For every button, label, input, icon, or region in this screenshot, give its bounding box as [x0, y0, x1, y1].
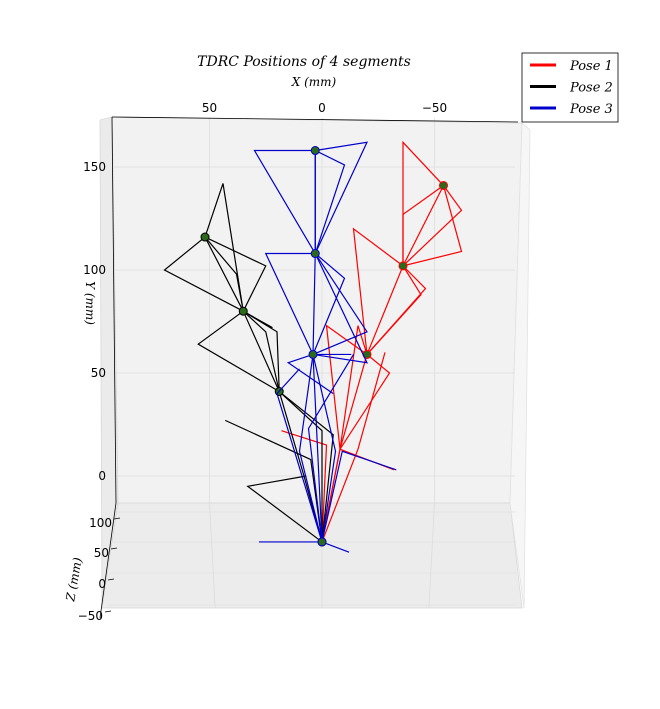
segment-node [317, 537, 327, 547]
series-line [312, 354, 337, 543]
series-line [352, 227, 404, 355]
z-axis-label: Z (mm) [63, 556, 85, 603]
series-line [402, 185, 463, 267]
x-axis-line [111, 116, 519, 123]
segment-node [439, 181, 448, 191]
series-line [339, 325, 368, 450]
z-tick-mark [107, 578, 115, 581]
series-line [402, 184, 463, 267]
y-tick-label: 150 [83, 160, 106, 174]
series-line [242, 310, 280, 392]
x-axis-label: X (mm) [291, 75, 337, 89]
y-axis-label: Y (mm) [83, 281, 97, 325]
x-tick-label: −50 [422, 101, 447, 115]
series-line [298, 354, 323, 543]
segment-node [398, 261, 408, 271]
tick-labels: 50 0 −50 150 100 50 0 100 50 0 −50 [78, 101, 447, 623]
series-line [276, 368, 323, 543]
x-tick-label: 50 [202, 101, 217, 115]
series-line [163, 236, 244, 312]
z-tick-mark [113, 517, 121, 520]
series-line [402, 185, 444, 266]
y-tick-label: 0 [98, 469, 106, 483]
segment-node [308, 349, 318, 359]
series-line [281, 430, 328, 542]
axes-panes [99, 116, 531, 609]
axis-lines [99, 116, 519, 619]
z-tick-label: 0 [98, 577, 106, 591]
series-line [339, 353, 391, 450]
chart-title: TDRC Positions of 4 segments [197, 54, 411, 70]
x-tick-label: 0 [318, 101, 326, 115]
z-axis-line [99, 502, 117, 619]
legend: Pose 1 Pose 2 Pose 3 [521, 52, 619, 123]
floor-pane [101, 502, 523, 609]
series-line [241, 309, 280, 392]
segment-node [310, 146, 320, 156]
series-line [286, 353, 334, 395]
z-tick-label: −50 [78, 609, 103, 623]
segment-node [310, 249, 320, 259]
y-tick-label: 50 [91, 366, 106, 380]
y-axis-line [111, 116, 117, 504]
series-line [278, 391, 323, 542]
series-line [312, 253, 368, 356]
series-line [253, 149, 316, 254]
legend-label: Pose 1 [569, 59, 613, 74]
z-tick-label: 50 [94, 546, 109, 560]
series-line [325, 324, 368, 450]
series-line [259, 541, 350, 553]
series-line [204, 236, 267, 312]
y-tick-label: 100 [83, 263, 106, 277]
z-tick-label: 100 [89, 516, 112, 530]
series-line [242, 310, 273, 329]
segment-node [238, 306, 248, 316]
series-line [246, 475, 323, 543]
series-line [264, 252, 316, 355]
x-floor-grid-line [428, 502, 435, 609]
series-line [197, 310, 280, 393]
series-line [312, 252, 346, 355]
series-line [366, 265, 422, 355]
right-pane [509, 122, 531, 609]
z-tick-mark [110, 547, 118, 550]
series-line [204, 183, 244, 312]
legend-label: Pose 2 [569, 81, 613, 96]
series-line [204, 236, 244, 312]
series-line [307, 354, 355, 542]
z-tick-mark [104, 610, 112, 613]
series-line [312, 253, 369, 364]
legend-label: Pose 3 [569, 102, 613, 117]
series-line [278, 391, 334, 542]
series-line [314, 141, 369, 254]
series-3 [253, 141, 397, 553]
series-line [321, 450, 397, 543]
series-layer [163, 140, 463, 553]
x-floor-grid-line [209, 502, 216, 609]
series-line [321, 352, 386, 543]
segment-node [200, 232, 210, 242]
